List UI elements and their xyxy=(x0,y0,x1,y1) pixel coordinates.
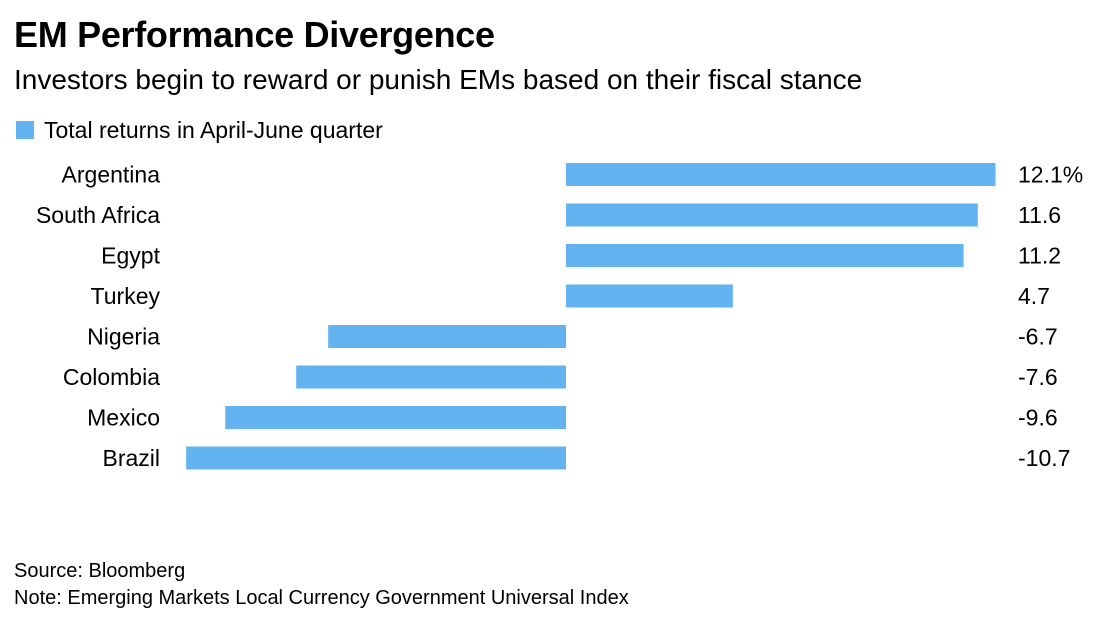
chart-title: EM Performance Divergence xyxy=(14,14,495,55)
bar-argentina xyxy=(566,163,996,186)
bar-chart: Argentina 12.1% South Africa 11.6 Egypt 11.2 T… xyxy=(36,162,1083,472)
value-label-argentina: 12.1% xyxy=(1018,162,1083,188)
bar-south-africa xyxy=(566,203,978,227)
category-label-brazil: Brazil xyxy=(102,445,160,471)
legend: Total returns in April-June quarter xyxy=(16,115,383,145)
footnote: Note: Emerging Markets Local Currency Go… xyxy=(14,587,629,609)
category-label-colombia: Colombia xyxy=(63,364,160,390)
value-label-south-africa: 11.6 xyxy=(1018,202,1061,228)
value-label-egypt: 11.2 xyxy=(1018,243,1061,269)
value-label-colombia: -7.6 xyxy=(1018,364,1058,390)
value-label-turkey: 4.7 xyxy=(1018,283,1050,309)
category-label-egypt: Egypt xyxy=(101,243,160,269)
category-label-south-africa: South Africa xyxy=(36,202,160,228)
value-label-brazil: -10.7 xyxy=(1018,445,1070,471)
category-label-argentina: Argentina xyxy=(62,162,161,188)
bar-mexico xyxy=(225,406,566,429)
category-label-nigeria: Nigeria xyxy=(87,324,160,350)
bar-colombia xyxy=(296,365,566,389)
legend-swatch xyxy=(16,121,34,139)
value-label-mexico: -9.6 xyxy=(1018,405,1058,431)
legend-label: Total returns in April-June quarter xyxy=(44,116,383,143)
category-label-turkey: Turkey xyxy=(91,283,161,309)
category-label-mexico: Mexico xyxy=(87,405,160,431)
value-label-nigeria: -6.7 xyxy=(1018,324,1058,350)
bar-egypt xyxy=(566,244,964,267)
source-note: Source: Bloomberg xyxy=(14,560,186,582)
bar-turkey xyxy=(566,284,733,308)
bar-brazil xyxy=(186,446,566,470)
bar-nigeria xyxy=(328,325,566,348)
chart-subtitle: Investors begin to reward or punish EMs … xyxy=(14,64,863,95)
